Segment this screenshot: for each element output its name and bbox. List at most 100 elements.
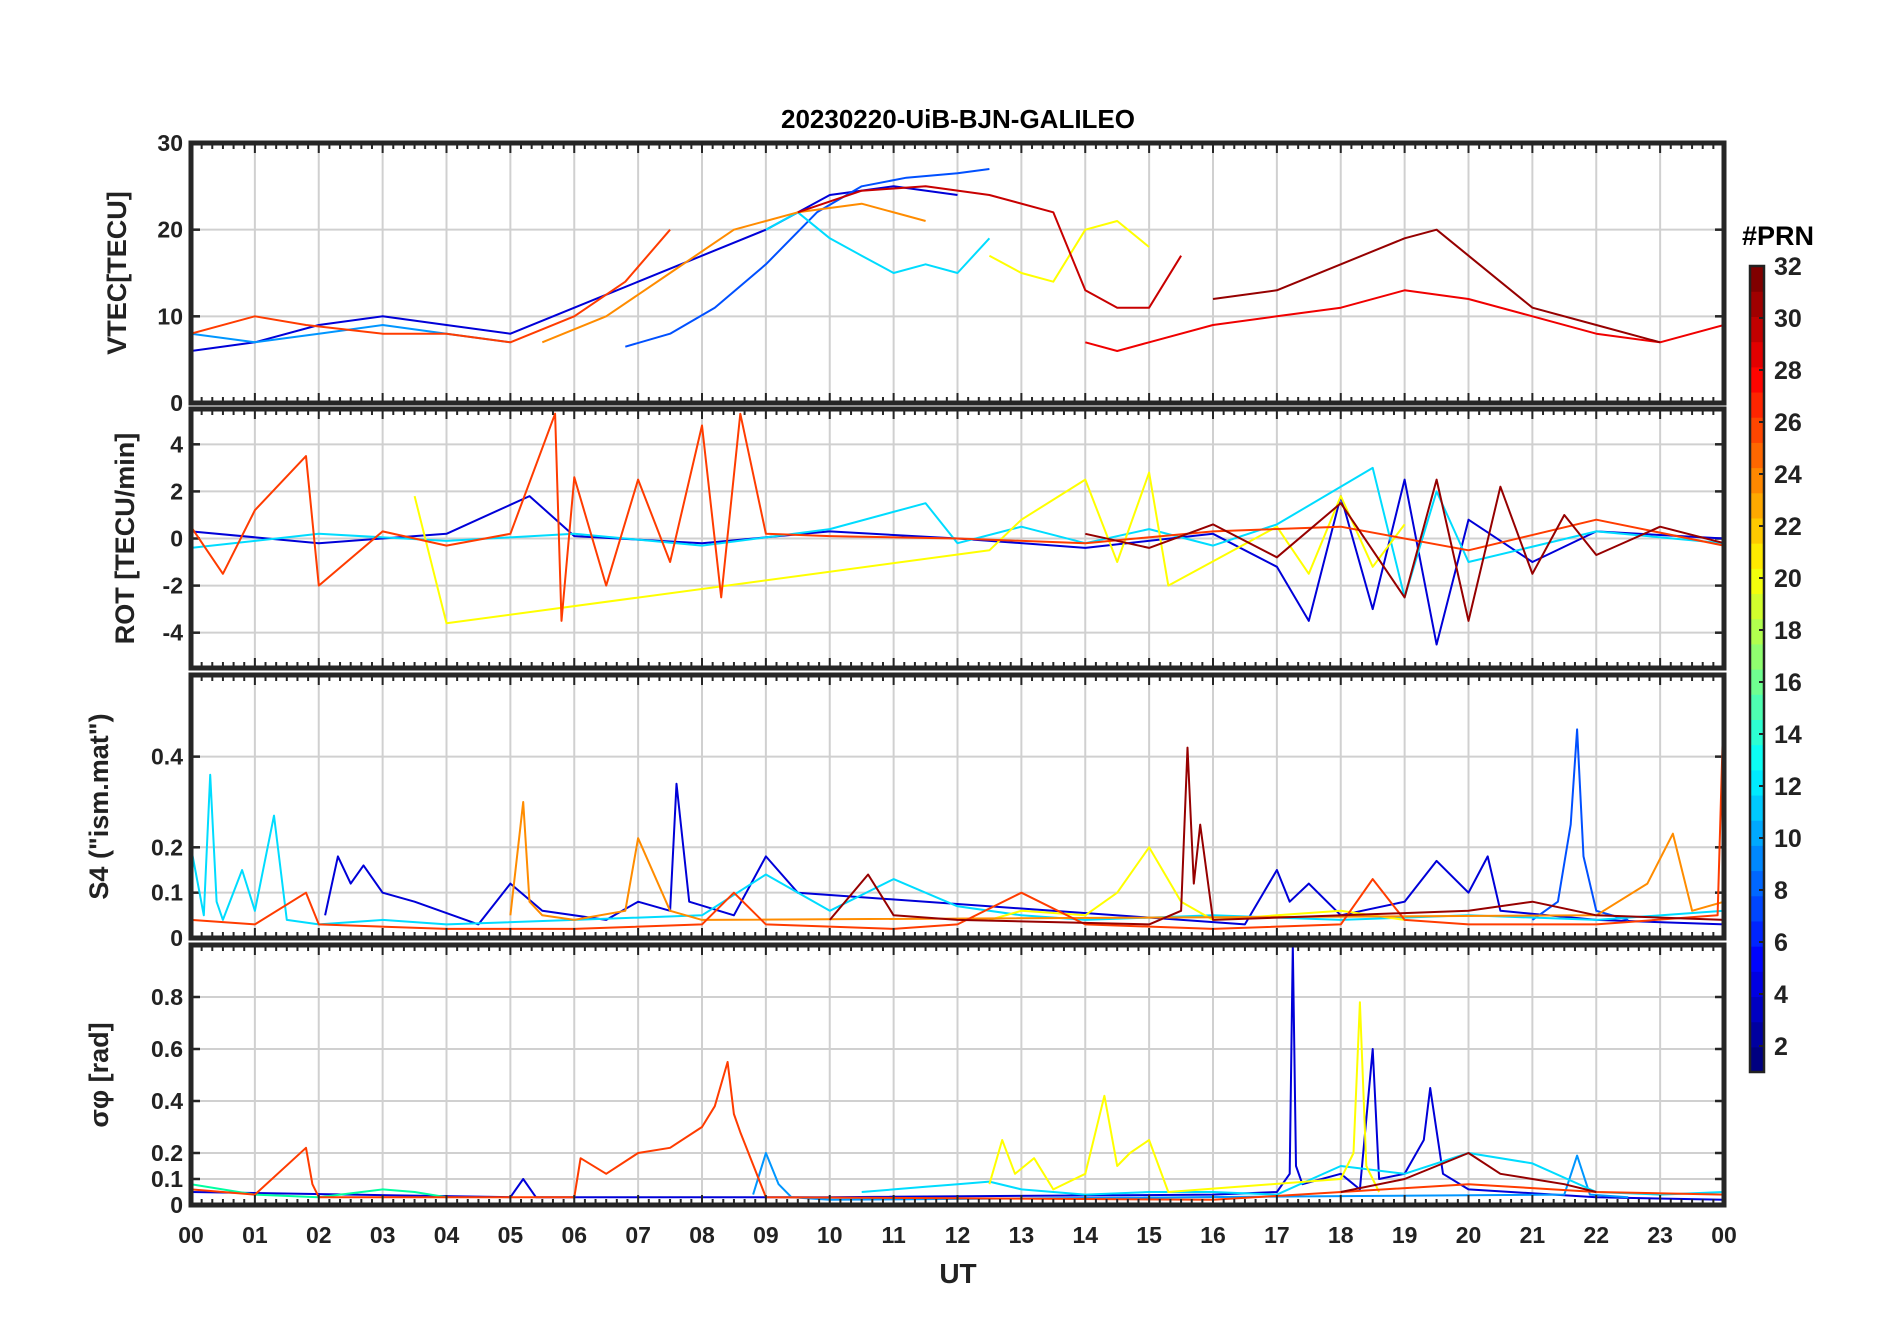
x-tick-label: 03: [370, 1222, 396, 1248]
colorbar-tick-label: 24: [1774, 461, 1802, 489]
colorbar-tick-label: 20: [1774, 565, 1802, 593]
x-tick-label: 07: [625, 1222, 651, 1248]
colorbar-swatch: [1750, 920, 1764, 947]
colorbar-tick-label: 28: [1774, 357, 1802, 385]
series-prn-5: [625, 168, 990, 348]
colorbar-tick-label: 32: [1774, 253, 1802, 281]
colorbar-swatch: [1750, 366, 1764, 393]
y-tick-label: 0: [170, 1192, 183, 1218]
x-tick-label: 05: [498, 1222, 524, 1248]
colorbar-swatch: [1750, 593, 1764, 620]
panel-sigma_phi: 00.10.2 0.4 0.6 0.8 σφ [rad]: [84, 942, 1727, 1218]
x-tick-label: 14: [1072, 1222, 1098, 1248]
y-axis-label-rot: ROT [TECU/min]: [110, 433, 140, 644]
colorbar-swatch: [1750, 643, 1764, 670]
colorbar-swatch: [1750, 1021, 1764, 1048]
x-tick-label: 11: [881, 1222, 906, 1248]
y-tick-label: 0.2: [151, 834, 183, 860]
colorbar-swatch: [1750, 769, 1764, 796]
y-axis-label-vtec: VTEC[TECU]: [102, 191, 132, 355]
colorbar-swatch: [1750, 341, 1764, 368]
series-prn-6: [1531, 728, 1629, 921]
colorbar-tick-label: 16: [1774, 669, 1802, 697]
colorbar-tick-label: 12: [1774, 773, 1802, 801]
x-tick-label: 06: [561, 1222, 587, 1248]
y-tick-label: 0: [170, 526, 183, 552]
colorbar-swatch: [1750, 517, 1764, 544]
series-prn-12: [861, 1152, 1724, 1196]
y-axis-label-sigma_phi: σφ [rad]: [84, 1022, 114, 1127]
colorbar-swatch: [1750, 291, 1764, 317]
y-tick-label: -2: [163, 573, 183, 599]
y-tick-label: 30: [157, 130, 183, 156]
y-tick-label: 10: [157, 303, 183, 329]
y-tick-label: 0.6: [151, 1036, 183, 1062]
y-tick-label: 0.8: [151, 984, 183, 1010]
panel-rot: -4 -2 0 2 4 ROT [TECU/min]: [110, 406, 1727, 671]
y-tick-label: 0: [170, 390, 183, 416]
panel-s4: 0 0.1 0.2 0.4 S4 ("ism.mat"): [84, 672, 1727, 951]
series-prn-26: [191, 693, 1724, 930]
series-prn-24: [541, 202, 926, 344]
colorbar-tick-label: 22: [1774, 513, 1802, 541]
x-tick-label: 00: [1711, 1222, 1737, 1248]
x-tick-label: 08: [689, 1222, 715, 1248]
y-tick-label: 0.4: [151, 1088, 183, 1114]
colorbar-swatch: [1750, 1046, 1764, 1073]
colorbar-swatch: [1750, 870, 1764, 897]
series-prn-27: [1085, 289, 1724, 352]
x-tick-label: 16: [1200, 1222, 1226, 1248]
colorbar-swatch: [1750, 895, 1764, 922]
x-tick-label: 15: [1136, 1222, 1162, 1248]
colorbar-swatch: [1750, 266, 1764, 292]
x-tick-label: 01: [242, 1222, 268, 1248]
series-prn-24: [509, 801, 1724, 921]
colorbar-tick-label: 8: [1774, 877, 1788, 905]
colorbar-swatch: [1750, 845, 1764, 872]
series-group: [191, 168, 1724, 352]
x-axis-label: UT: [939, 1258, 976, 1289]
x-tick-label: 12: [945, 1222, 971, 1248]
colorbar-tick-label: 6: [1774, 929, 1788, 957]
colorbar-title: #PRN: [1742, 221, 1814, 251]
y-tick-label: 4: [170, 431, 183, 457]
figure-title: 20230220-UiB-BJN-GALILEO: [781, 104, 1135, 134]
colorbar-tick-label: 2: [1774, 1033, 1788, 1061]
x-tick-label: 20: [1456, 1222, 1482, 1248]
colorbar-swatch: [1750, 316, 1764, 343]
y-axis-label-s4: S4 ("ism.mat"): [84, 713, 114, 899]
colorbar-swatch: [1750, 946, 1764, 972]
colorbar-swatch: [1750, 694, 1764, 720]
y-tick-label: 0.1: [151, 880, 183, 906]
x-tick-label: 09: [753, 1222, 779, 1248]
series-group: [191, 412, 1724, 646]
y-tick-label: 20: [157, 217, 183, 243]
x-tick-label: 22: [1583, 1222, 1609, 1248]
y-tick-label: -4: [163, 620, 184, 646]
colorbar-swatch: [1750, 719, 1764, 746]
panel-vtec: 0 10 20 30 VTEC[TECU]: [102, 130, 1727, 416]
x-tick-label: 23: [1647, 1222, 1673, 1248]
colorbar-tick-label: 26: [1774, 409, 1802, 437]
series-prn-2: [324, 782, 1724, 926]
series-prn-31: [1340, 1152, 1597, 1193]
colorbar-tick-label: 18: [1774, 617, 1802, 645]
colorbar-swatch: [1750, 618, 1764, 645]
x-tick-label: 02: [306, 1222, 332, 1248]
x-tick-label: 13: [1009, 1222, 1035, 1248]
x-tick-label: 10: [817, 1222, 843, 1248]
colorbar-swatch: [1750, 568, 1764, 595]
y-tick-label: 0.2: [151, 1140, 183, 1166]
colorbar-swatch: [1750, 467, 1764, 494]
colorbar-tick-label: 10: [1774, 825, 1802, 853]
x-tick-label: 21: [1520, 1222, 1546, 1248]
x-tick-label: 00: [178, 1222, 204, 1248]
colorbar-swatch: [1750, 996, 1764, 1023]
colorbar-swatch: [1750, 669, 1764, 695]
y-tick-label: 0.4: [151, 744, 183, 770]
colorbar-swatch: [1750, 417, 1764, 443]
series-prn-31: [1085, 478, 1724, 622]
colorbar-swatch: [1750, 492, 1764, 519]
